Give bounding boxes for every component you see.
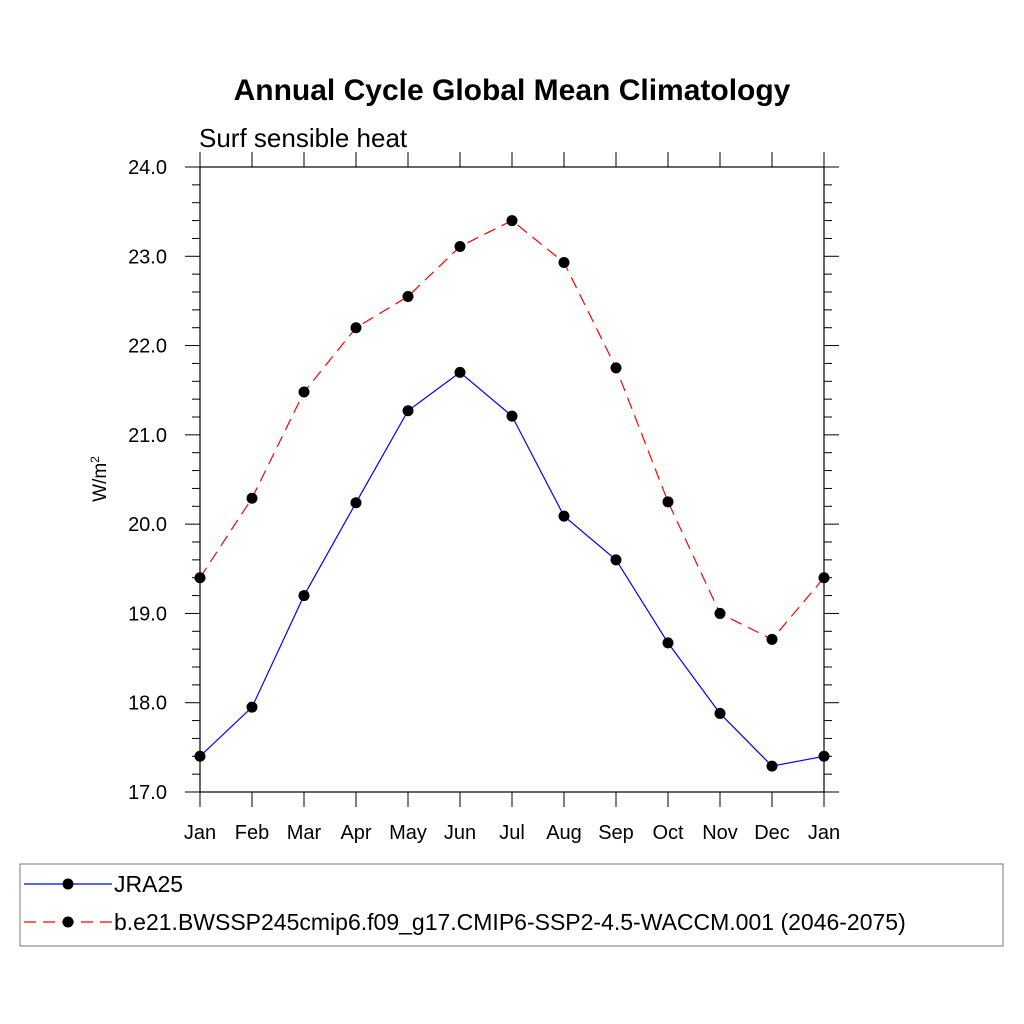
series-line-1: [199, 371, 825, 767]
series-2-point: [610, 362, 622, 374]
series-2-point: [714, 607, 726, 619]
legend-box: [19, 863, 1004, 947]
y-tick-label: 24.0: [128, 157, 167, 179]
x-tick-label: Oct: [652, 822, 684, 844]
series-1-point: [402, 405, 414, 417]
y-axis-ticks: 17.0 18.0 19.0 20.0 21.0 22.0 23.0 24.0: [128, 157, 839, 804]
x-tick-label: Jan: [808, 822, 840, 844]
x-tick-label: Jun: [444, 822, 476, 844]
y-axis-label-text: W/m: [90, 463, 111, 502]
series-2-point: [246, 492, 258, 504]
legend: JRA25 b.e21.BWSSP245cmip6.f09_g17.CMIP6-S…: [24, 871, 906, 935]
legend-label-2: b.e21.BWSSP245cmip6.f09_g17.CMIP6-SSP2-4…: [114, 909, 906, 935]
x-tick-label: Apr: [340, 822, 371, 844]
series-1-point: [506, 410, 518, 422]
x-tick-label: Mar: [287, 822, 322, 844]
series-1-point: [766, 760, 778, 772]
x-tick-label: Jan: [184, 822, 216, 844]
chart-title: Annual Cycle Global Mean Climatology: [234, 74, 791, 107]
plot-frame: [199, 166, 825, 793]
legend-label-1: JRA25: [114, 871, 183, 897]
y-tick-label: 19.0: [128, 603, 167, 625]
series-1-point: [246, 701, 258, 713]
series-2-point: [350, 322, 362, 334]
series-2-point: [558, 257, 570, 269]
series-2-point: [402, 290, 414, 302]
legend-marker-1: [62, 878, 74, 890]
y-tick-label: 17.0: [128, 782, 167, 804]
x-tick-label: Nov: [702, 822, 738, 844]
y-tick-label: 20.0: [128, 514, 167, 536]
series-2-point: [818, 572, 830, 584]
y-tick-label: 21.0: [128, 425, 167, 447]
y-axis-label-superscript: 2: [88, 456, 102, 463]
series-line-2: [199, 219, 825, 641]
series-2-point: [194, 572, 206, 584]
x-tick-label: Aug: [546, 822, 582, 844]
legend-marker-2: [62, 916, 74, 928]
series-1-point: [714, 707, 726, 719]
series-2-point: [766, 633, 778, 645]
y-tick-label: 18.0: [128, 693, 167, 715]
series-1-point: [610, 554, 622, 566]
series-2-point: [454, 240, 466, 252]
series-1-point: [818, 750, 830, 762]
y-axis-label: W/m2: [88, 456, 111, 502]
chart-subtitle: Surf sensible heat: [199, 123, 408, 153]
x-tick-label: Jul: [499, 822, 525, 844]
y-tick-label: 23.0: [128, 246, 167, 268]
x-tick-label: Sep: [598, 822, 634, 844]
series-1-point: [194, 750, 206, 762]
series-layer: [194, 215, 830, 772]
series-2-point: [298, 386, 310, 398]
series-1-point: [662, 637, 674, 649]
series-1-point: [454, 366, 466, 378]
x-axis-ticks: Jan Feb Mar Apr May Jun Jul Aug Sep Oct Nov Dec Jan: [184, 152, 840, 844]
series-2-point: [662, 496, 674, 508]
y-tick-label: 22.0: [128, 336, 167, 358]
series-2-point: [506, 215, 518, 227]
x-tick-label: Dec: [754, 822, 790, 844]
series-1-point: [350, 497, 362, 509]
series-1-point: [298, 590, 310, 602]
x-tick-label: May: [389, 822, 427, 844]
x-tick-label: Feb: [235, 822, 269, 844]
series-1-point: [558, 510, 570, 522]
